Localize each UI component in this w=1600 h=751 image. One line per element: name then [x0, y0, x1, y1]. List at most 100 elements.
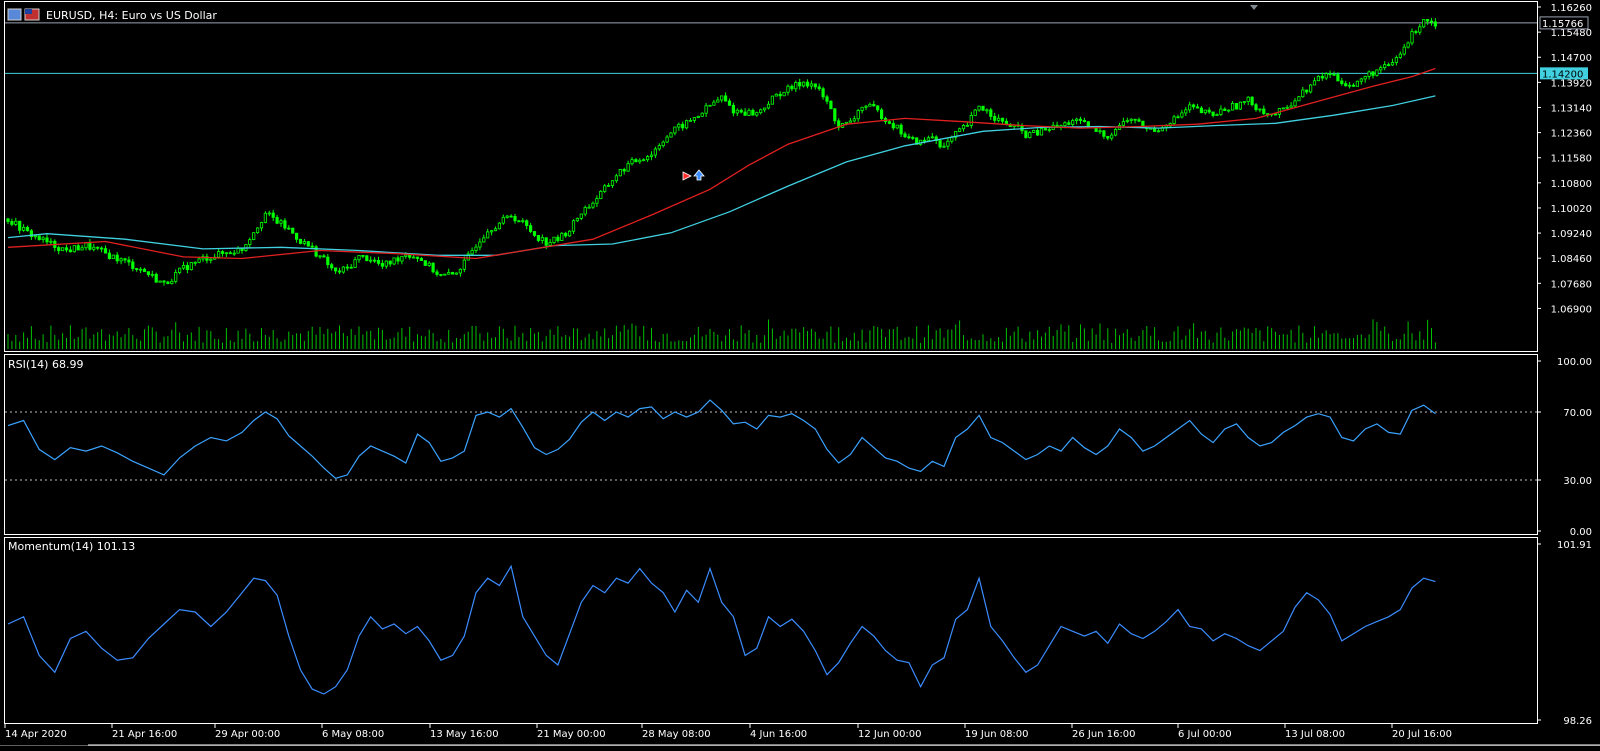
- candle-body: [365, 255, 369, 262]
- candle-body: [318, 255, 322, 258]
- candle-body: [1348, 84, 1352, 87]
- candle-body: [1215, 114, 1219, 116]
- candle-body: [536, 235, 541, 241]
- trade-arrow-icon[interactable]: [682, 169, 705, 181]
- candle-body: [478, 241, 482, 248]
- candle-body: [965, 124, 970, 127]
- rsi-tick-label: 100.00: [1557, 357, 1592, 368]
- candle-body: [372, 259, 377, 262]
- candle-body: [41, 237, 45, 241]
- candle-body: [33, 235, 37, 238]
- candle-body: [166, 281, 170, 284]
- rsi-panel-frame: [4, 354, 1538, 535]
- candle-body: [1156, 130, 1161, 133]
- candle-body: [259, 222, 264, 229]
- candle-body: [181, 264, 186, 269]
- candle-body: [103, 248, 108, 254]
- candle-body: [1219, 108, 1223, 115]
- price-tick-label: 1.08460: [1551, 254, 1592, 265]
- candle-body: [470, 250, 474, 255]
- candle-body: [275, 216, 279, 224]
- candle-body: [833, 108, 837, 122]
- momentum-y-axis: 101.91 98.26: [1537, 540, 1592, 727]
- candle-body: [322, 255, 326, 258]
- candle-body: [64, 247, 69, 251]
- shift-marker-icon[interactable]: [1250, 5, 1258, 10]
- time-tick-label: 13 May 16:00: [430, 729, 499, 740]
- candle-body: [876, 105, 880, 111]
- candle-body: [138, 268, 143, 271]
- candle-body: [396, 257, 400, 262]
- candle-body: [626, 163, 630, 172]
- price-tick-label: 1.15480: [1551, 28, 1592, 39]
- candle-body: [575, 217, 580, 222]
- price-tick-label: 1.07680: [1551, 279, 1592, 290]
- candle-body: [770, 95, 775, 105]
- candle-body: [294, 232, 299, 240]
- candle-body: [435, 271, 439, 275]
- candle-body: [232, 252, 236, 255]
- candle-body: [961, 124, 966, 130]
- candle-body: [1390, 62, 1395, 66]
- candle-body: [649, 154, 654, 157]
- candle-body: [989, 109, 993, 117]
- candle-body: [443, 273, 447, 276]
- candle-body: [330, 264, 334, 269]
- candle-body: [209, 258, 213, 261]
- candle-body: [154, 273, 158, 283]
- candle-body: [681, 123, 685, 129]
- candle-body: [474, 246, 478, 251]
- rsi-label: RSI(14) 68.99: [8, 358, 83, 371]
- candle-body: [1246, 96, 1250, 102]
- candle-body: [872, 103, 876, 107]
- candle-body: [306, 241, 310, 247]
- candle-body: [564, 232, 568, 237]
- candle-body: [6, 218, 10, 222]
- candle-body: [708, 104, 712, 107]
- candle-body: [646, 156, 650, 161]
- candle-body: [1332, 73, 1336, 76]
- candle-body: [899, 124, 903, 135]
- candle-body: [969, 115, 973, 126]
- candle-body: [802, 81, 806, 87]
- candle-body: [1383, 64, 1387, 69]
- candle-body: [907, 136, 911, 139]
- candle-body: [1047, 129, 1051, 131]
- candle-body: [1231, 103, 1235, 111]
- candle-body: [408, 254, 412, 258]
- candle-body: [677, 123, 681, 128]
- candle-body: [1406, 42, 1410, 48]
- candle-body: [1114, 128, 1118, 136]
- candle-body: [1258, 108, 1262, 111]
- candle-body: [1398, 53, 1402, 58]
- candle-body: [848, 120, 853, 123]
- candle-body: [119, 258, 123, 262]
- candle-body: [1410, 31, 1414, 44]
- candle-body: [361, 254, 365, 257]
- candle-body: [778, 93, 782, 97]
- candle-body: [1316, 75, 1320, 82]
- candle-body: [985, 109, 989, 112]
- candle-body: [1133, 118, 1137, 121]
- candle-body: [447, 272, 451, 275]
- candle-body: [1418, 26, 1422, 33]
- candle-body: [1032, 129, 1036, 133]
- candle-body: [193, 261, 197, 264]
- candle-body: [1188, 104, 1192, 111]
- candle-body: [993, 116, 997, 121]
- candle-body: [392, 257, 396, 265]
- candle-body: [177, 267, 182, 273]
- chart-window-icon[interactable]: [7, 8, 22, 21]
- candle-body: [1098, 130, 1102, 133]
- candle-body: [1067, 122, 1071, 125]
- candle-body: [493, 228, 498, 232]
- candle-body: [607, 185, 611, 187]
- candle-body: [868, 103, 872, 107]
- candle-body: [915, 137, 919, 145]
- candle-body: [466, 253, 470, 261]
- price-tick-label: 1.10020: [1551, 204, 1592, 215]
- time-tick-label: 21 Apr 16:00: [112, 729, 177, 740]
- candle-body: [486, 231, 490, 239]
